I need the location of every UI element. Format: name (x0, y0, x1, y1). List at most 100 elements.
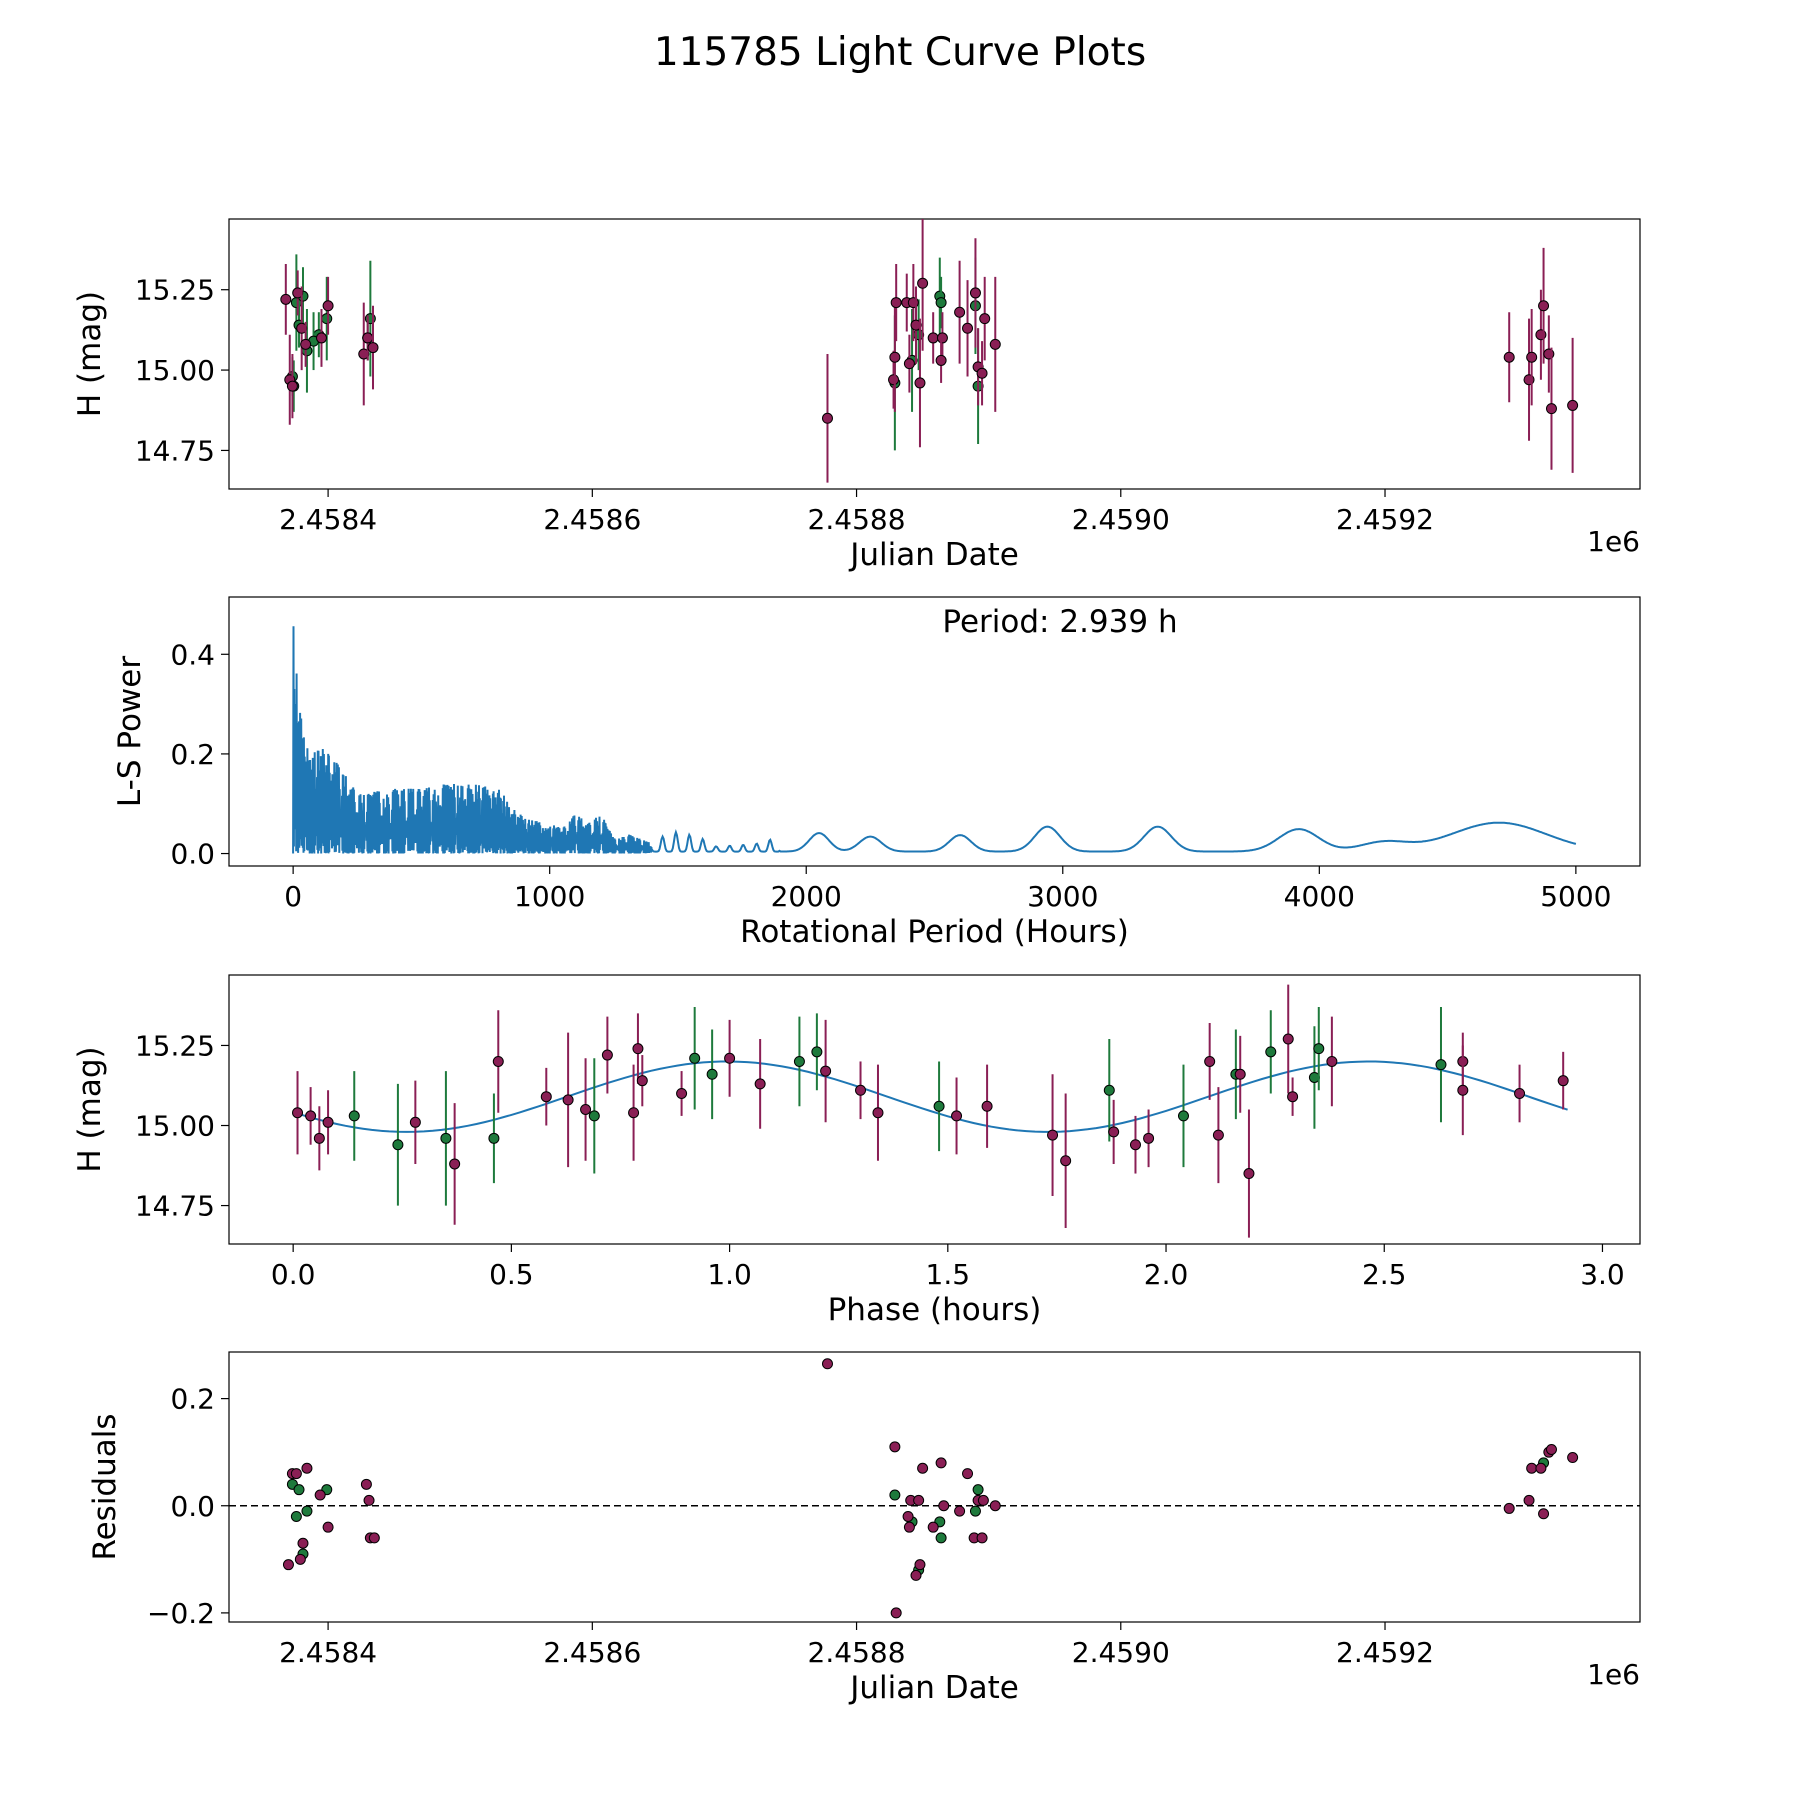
x-tick-label: 2.4590 (1072, 503, 1170, 536)
data-point (1526, 351, 1538, 363)
y-tick-label: 0.2 (170, 1383, 215, 1416)
phase-plot: 0.0 0.5 1.0 1.5 2.0 2.5 3.0 14.75 15.00 15.25 Phas… (72, 974, 1641, 1328)
data-point (1313, 1043, 1325, 1055)
data-point (1143, 1132, 1155, 1144)
data-point (290, 1510, 302, 1522)
data-point (409, 1116, 421, 1128)
x-tick-label: 2.4588 (808, 1636, 906, 1669)
series-g (348, 1007, 1447, 1206)
x-tick-label: 0.0 (271, 1258, 316, 1291)
x-tick-label: 3000 (1027, 880, 1098, 913)
light-curve-plot: 2.4584 2.4586 2.4588 2.4590 2.4592 14.75 15.00… (72, 218, 1641, 573)
data-point (962, 1468, 974, 1480)
y-tick-label: −0.2 (147, 1597, 215, 1630)
data-point (368, 1532, 380, 1544)
data-point (301, 1462, 313, 1474)
axes-frame (228, 1351, 1641, 1623)
data-point (292, 1107, 304, 1119)
data-point (488, 1132, 500, 1144)
data-point (1514, 1087, 1526, 1099)
data-point (322, 1521, 334, 1533)
x-tick-label: 2.5 (1362, 1258, 1407, 1291)
data-point (914, 1559, 926, 1571)
y-tick-label: 14.75 (135, 1190, 215, 1223)
x-tick-label: 2.4584 (279, 503, 377, 536)
periodogram-plot: 0 1000 2000 3000 4000 5000 0.0 0.2 0.4 Rotational… (112, 596, 1641, 950)
data-point (821, 412, 833, 424)
data-point (286, 380, 298, 392)
data-point (1129, 1139, 1141, 1151)
x-tick-label: 0 (284, 880, 302, 913)
axes-frame (228, 596, 1641, 867)
data-point (989, 338, 1001, 350)
data-point (889, 1441, 901, 1453)
periodogram-line (292, 626, 1577, 854)
data-point (1538, 300, 1550, 312)
data-point (1108, 1126, 1120, 1138)
data-point (362, 332, 374, 344)
y-axis-label: H (mag) (72, 1046, 108, 1172)
data-point (300, 338, 312, 350)
data-point (449, 1158, 461, 1170)
x-tick-label: 2000 (771, 880, 842, 913)
data-point (969, 1505, 981, 1517)
data-point (933, 1100, 945, 1112)
y-axis-label: H (mag) (72, 291, 108, 417)
data-point (297, 1537, 309, 1549)
series-g (286, 254, 984, 451)
y-tick-label: 14.75 (135, 434, 215, 467)
x-axis-label: Phase (hours) (828, 1292, 1042, 1328)
data-point (282, 1559, 294, 1571)
data-point (280, 293, 292, 305)
data-point (440, 1132, 452, 1144)
x-tick-label: 2.4590 (1072, 1636, 1170, 1669)
data-point (938, 1500, 950, 1512)
data-point (292, 287, 304, 299)
series-o (292, 984, 1569, 1238)
data-point (305, 1110, 317, 1122)
data-point (1177, 1110, 1189, 1122)
data-point (989, 1500, 1001, 1512)
data-point (360, 1478, 372, 1490)
y-tick-label: 0.2 (170, 738, 215, 771)
data-point (348, 1110, 360, 1122)
data-point (972, 1484, 984, 1496)
data-point (1435, 1059, 1447, 1071)
y-axis-label: L-S Power (112, 656, 148, 807)
data-point (293, 1484, 305, 1496)
data-point (903, 1521, 915, 1533)
data-point (580, 1104, 592, 1115)
data-point (296, 322, 308, 334)
data-point (917, 277, 929, 289)
y-tick-label: 0.0 (170, 838, 215, 871)
data-point (913, 1494, 925, 1506)
data-point (976, 367, 988, 379)
x-tick-label: 0.5 (489, 1258, 534, 1291)
data-point (977, 1494, 989, 1506)
data-point (927, 1521, 939, 1533)
data-point (392, 1139, 404, 1151)
data-point (935, 1457, 947, 1469)
data-point (1047, 1129, 1059, 1141)
y-axis-label: Residuals (87, 1413, 123, 1560)
data-point (951, 1110, 963, 1122)
x-tick-label: 1000 (514, 880, 585, 913)
data-point (363, 1494, 375, 1506)
data-point (632, 1043, 644, 1055)
x-tick-label: 2.4584 (279, 1636, 377, 1669)
data-point (315, 332, 327, 344)
x-axis-label: Julian Date (848, 537, 1019, 573)
data-point (301, 1505, 313, 1517)
y-tick-label: 15.00 (135, 1110, 215, 1143)
x-tick-label: 2.4588 (808, 503, 906, 536)
data-point (976, 1532, 988, 1544)
period-annotation: Period: 2.939 h (942, 604, 1177, 640)
series-o (282, 1358, 1579, 1619)
x-offset-label: 1e6 (1587, 525, 1640, 558)
x-tick-label: 1.0 (707, 1258, 752, 1291)
data-point (358, 348, 370, 360)
figure-title: 115785 Light Curve Plots (653, 30, 1147, 75)
data-point (1265, 1046, 1277, 1058)
data-point (492, 1055, 504, 1067)
data-point (1060, 1155, 1072, 1167)
